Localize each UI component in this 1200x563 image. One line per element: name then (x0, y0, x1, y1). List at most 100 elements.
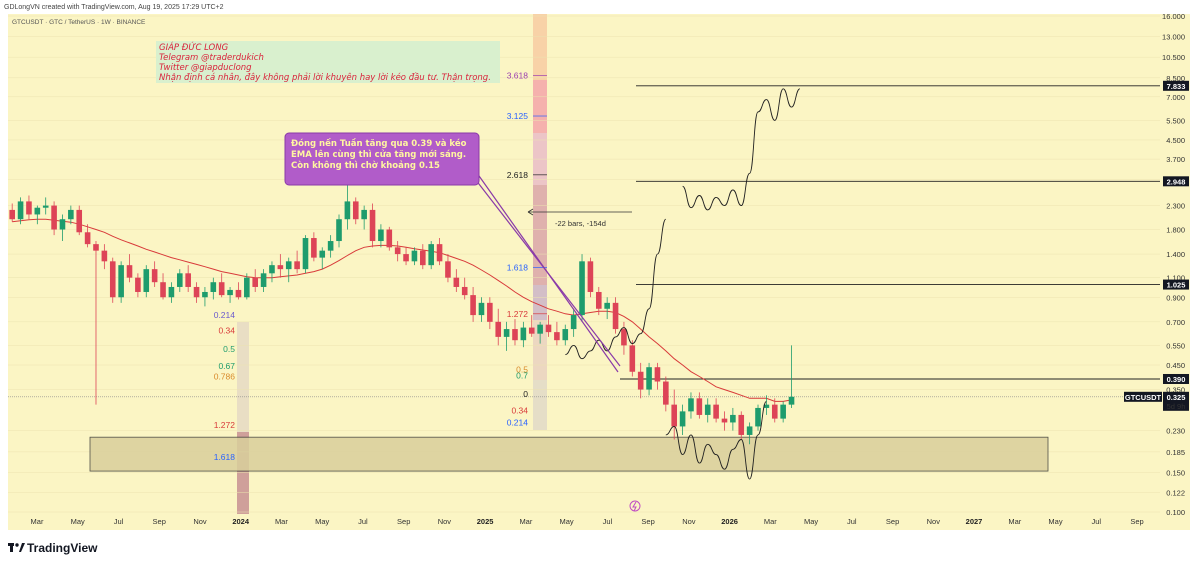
demand-zone-rect[interactable] (89, 436, 1049, 472)
candle-36[interactable] (311, 232, 317, 262)
candle-58[interactable] (495, 308, 502, 346)
candle-85[interactable] (721, 411, 728, 431)
candle-11[interactable] (101, 244, 108, 270)
candle-61[interactable] (520, 321, 527, 348)
projection-path-to-2.948[interactable] (682, 88, 801, 211)
candle-77[interactable] (654, 362, 661, 390)
candle-43[interactable] (369, 203, 376, 248)
candle-46[interactable] (394, 241, 401, 262)
lightning-icon[interactable] (629, 500, 641, 512)
candle-34[interactable] (294, 250, 300, 274)
candle-45[interactable] (386, 226, 393, 251)
candle-87[interactable] (738, 411, 745, 440)
candle-3[interactable] (34, 205, 41, 225)
candle-59[interactable] (503, 321, 510, 351)
projection-path-to-0.15[interactable] (665, 400, 767, 480)
candle-31[interactable] (269, 261, 275, 283)
candle-18[interactable] (160, 273, 166, 300)
candle-35[interactable] (302, 235, 309, 274)
candle-49[interactable] (420, 244, 426, 270)
candle-32[interactable] (277, 254, 284, 278)
candle-88[interactable] (746, 422, 753, 445)
candle-76[interactable] (646, 362, 652, 396)
candle-60[interactable] (512, 319, 518, 346)
price-levels[interactable] (8, 85, 1160, 398)
candle-90[interactable] (763, 395, 770, 415)
candle-6[interactable] (59, 214, 66, 242)
price-tag-7.833[interactable] (1163, 80, 1189, 91)
candle-23[interactable] (202, 286, 208, 307)
candle-75[interactable] (637, 362, 644, 399)
candle-5[interactable] (51, 201, 57, 236)
candle-17[interactable] (151, 261, 158, 287)
candle-33[interactable] (285, 257, 292, 283)
candle-51[interactable] (436, 238, 443, 266)
candle-56[interactable] (478, 297, 485, 322)
candle-92[interactable] (780, 401, 786, 423)
candle-66[interactable] (562, 324, 569, 346)
candle-71[interactable] (604, 297, 610, 320)
candle-19[interactable] (168, 282, 175, 303)
candle-63[interactable] (537, 321, 543, 344)
candle-41[interactable] (352, 197, 359, 225)
candle-64[interactable] (545, 315, 552, 337)
candle-50[interactable] (428, 241, 434, 270)
candle-27[interactable] (235, 282, 242, 300)
current-price-tag[interactable] (1163, 391, 1189, 411)
candle-0[interactable] (9, 203, 15, 222)
candle-79[interactable] (671, 389, 678, 440)
candle-84[interactable] (713, 398, 719, 423)
projection-paths[interactable] (565, 88, 801, 480)
candle-1[interactable] (17, 197, 24, 225)
candle-10[interactable] (93, 241, 99, 405)
candle-13[interactable] (118, 261, 124, 303)
demand-zone[interactable] (89, 436, 1049, 472)
callout[interactable]: Đóng nến Tuần tăng qua 0.39 và kéo EMA l… (284, 132, 621, 373)
candle-8[interactable] (76, 205, 83, 236)
candle-72[interactable] (612, 297, 619, 334)
candle-28[interactable] (244, 273, 250, 300)
candle-26[interactable] (227, 286, 233, 303)
tradingview-logo[interactable]: TradingView (8, 541, 98, 555)
candle-2[interactable] (26, 195, 32, 220)
candle-37[interactable] (319, 247, 326, 270)
candle-16[interactable] (143, 265, 150, 298)
candle-29[interactable] (252, 269, 259, 292)
candle-70[interactable] (595, 286, 602, 316)
candle-80[interactable] (679, 404, 686, 435)
candle-93[interactable] (788, 345, 795, 408)
symbol-tag[interactable] (1124, 391, 1162, 402)
candle-15[interactable] (135, 273, 141, 298)
candle-12[interactable] (109, 257, 116, 303)
candle-14[interactable] (126, 254, 133, 283)
candles[interactable] (9, 182, 795, 445)
price-axis[interactable] (1160, 14, 1190, 514)
candle-30[interactable] (260, 269, 267, 292)
candle-52[interactable] (445, 254, 451, 283)
candle-81[interactable] (688, 392, 694, 419)
candle-83[interactable] (704, 398, 711, 423)
time-axis[interactable] (8, 514, 1190, 530)
candle-53[interactable] (453, 269, 460, 292)
candle-54[interactable] (461, 277, 468, 300)
candle-89[interactable] (755, 404, 761, 431)
candle-82[interactable] (696, 392, 703, 419)
bars-measurement[interactable]: -22 bars, -154d (527, 208, 632, 228)
candle-91[interactable] (771, 398, 778, 423)
candle-78[interactable] (663, 376, 669, 412)
candle-22[interactable] (193, 282, 200, 303)
candle-42[interactable] (361, 205, 367, 230)
candle-7[interactable] (68, 205, 74, 225)
candle-86[interactable] (730, 407, 736, 431)
candle-62[interactable] (528, 315, 535, 337)
price-tag-2.948[interactable] (1163, 176, 1189, 187)
price-tag-1.025[interactable] (1163, 279, 1189, 290)
candle-48[interactable] (411, 247, 418, 266)
candle-4[interactable] (42, 197, 49, 215)
candle-67[interactable] (570, 308, 577, 337)
candle-9[interactable] (84, 224, 91, 248)
candle-24[interactable] (210, 277, 217, 300)
candle-44[interactable] (378, 224, 384, 248)
candle-68[interactable] (579, 254, 585, 322)
